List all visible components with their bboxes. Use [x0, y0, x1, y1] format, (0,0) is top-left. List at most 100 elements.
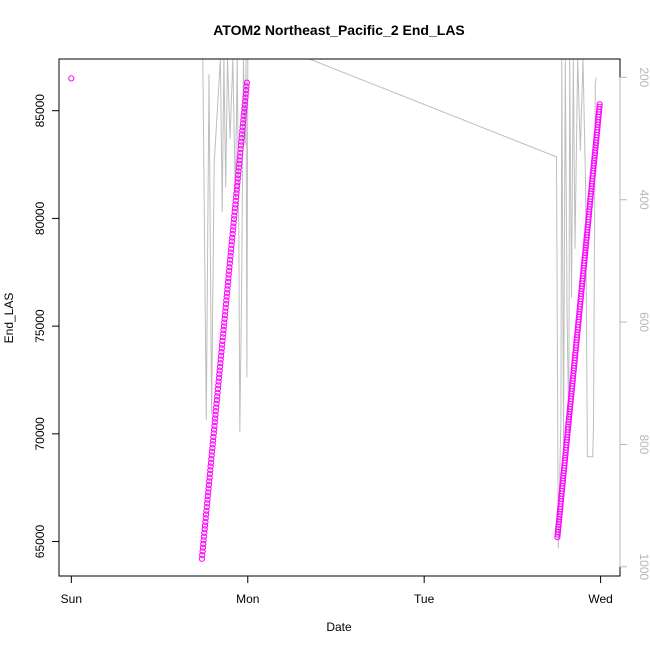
points-series	[68, 75, 603, 562]
data-point	[227, 253, 234, 260]
data-point	[233, 186, 240, 193]
data-point	[203, 504, 210, 511]
data-point	[223, 290, 231, 297]
data-point	[207, 459, 215, 466]
data-point	[220, 326, 227, 334]
data-point	[213, 397, 220, 404]
data-point	[234, 175, 241, 182]
data-point	[228, 245, 235, 252]
data-point	[216, 371, 223, 378]
data-point	[241, 101, 248, 108]
data-point	[234, 182, 241, 190]
data-point	[212, 408, 219, 415]
y2-tick-label: 800	[637, 434, 650, 454]
data-point	[221, 319, 228, 326]
data-point	[240, 112, 247, 120]
data-point	[198, 555, 205, 562]
data-point	[212, 411, 219, 418]
data-point	[203, 507, 210, 514]
data-point	[232, 201, 239, 208]
data-point	[207, 467, 214, 474]
data-point	[207, 463, 214, 470]
data-point	[226, 260, 233, 267]
data-point	[596, 103, 603, 110]
data-point	[214, 393, 221, 400]
data-point	[217, 356, 224, 363]
data-point	[213, 400, 220, 407]
data-point	[239, 127, 246, 134]
data-point	[202, 515, 209, 522]
data-point	[229, 230, 236, 238]
data-point	[243, 87, 250, 94]
data-point	[239, 123, 246, 131]
x-axis-label: Date	[326, 620, 352, 634]
data-point	[242, 94, 249, 101]
data-point	[220, 323, 227, 330]
data-point	[596, 101, 603, 108]
y2-tick-label: 1000	[637, 553, 650, 580]
data-point	[223, 297, 230, 304]
data-point	[201, 526, 208, 533]
secondary-series-line	[202, 59, 597, 549]
data-point	[224, 286, 231, 293]
y2-tick-label: 200	[637, 67, 650, 87]
data-point	[225, 271, 232, 278]
data-point	[204, 492, 211, 500]
data-point	[220, 330, 227, 337]
data-point	[226, 264, 233, 271]
data-point	[204, 496, 211, 503]
data-point	[203, 511, 210, 518]
data-point	[199, 544, 206, 551]
data-point	[214, 389, 221, 396]
data-point	[242, 90, 249, 97]
data-point	[222, 301, 230, 308]
y-axis-left: 65000 70000 75000 80000 85000	[33, 94, 60, 558]
data-point	[68, 75, 75, 82]
data-point	[204, 500, 211, 507]
data-point	[200, 533, 208, 540]
data-point	[222, 304, 229, 311]
data-point	[230, 216, 238, 223]
data-point	[208, 456, 215, 463]
data-point	[235, 168, 242, 175]
data-point	[243, 79, 250, 86]
data-point	[219, 334, 226, 341]
data-point	[219, 341, 226, 348]
data-point	[236, 153, 243, 160]
data-point	[233, 190, 240, 197]
data-point	[215, 374, 223, 381]
data-point	[225, 275, 232, 282]
data-point	[230, 223, 237, 230]
data-point	[236, 160, 243, 167]
data-point	[213, 404, 220, 411]
data-point	[234, 179, 241, 186]
data-point	[216, 367, 223, 374]
data-point	[239, 120, 247, 127]
data-point	[227, 249, 234, 256]
x-tick-label: Sun	[61, 592, 82, 606]
data-point	[210, 437, 217, 444]
data-point	[238, 131, 246, 138]
data-point	[211, 426, 218, 433]
data-point	[238, 138, 245, 145]
data-point	[218, 345, 225, 352]
data-point	[228, 238, 235, 245]
data-point	[211, 422, 218, 429]
data-point	[208, 448, 216, 455]
data-point	[227, 256, 234, 263]
data-point	[214, 385, 221, 393]
data-point	[241, 109, 248, 116]
y-axis-right: 200 400 600 800 1000	[619, 67, 650, 580]
data-point	[219, 337, 226, 345]
data-point	[205, 481, 212, 489]
data-point	[233, 194, 240, 201]
data-point	[235, 164, 242, 171]
data-point	[242, 98, 249, 105]
data-point	[210, 430, 217, 437]
data-point	[243, 83, 250, 90]
data-point	[206, 478, 213, 485]
chart-title: ATOM2 Northeast_Pacific_2 End_LAS	[213, 22, 465, 38]
data-point	[212, 415, 219, 422]
data-point	[229, 227, 236, 234]
y-tick-label: 70000	[33, 417, 47, 451]
